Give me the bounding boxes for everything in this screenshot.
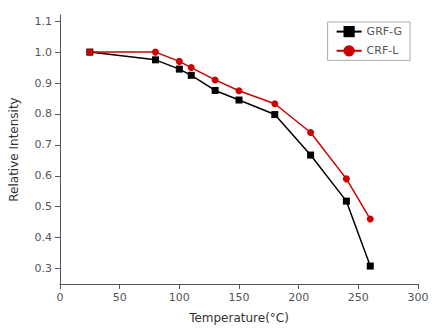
svg-text:1.1: 1.1 (35, 15, 53, 28)
svg-text:0.6: 0.6 (35, 169, 53, 182)
svg-text:0.5: 0.5 (35, 200, 53, 213)
svg-text:0.4: 0.4 (35, 231, 53, 244)
svg-text:0.7: 0.7 (35, 138, 53, 151)
svg-text:150: 150 (229, 291, 250, 304)
svg-text:GRF-G: GRF-G (367, 25, 402, 38)
svg-text:200: 200 (288, 291, 309, 304)
svg-text:50: 50 (113, 291, 127, 304)
svg-text:0.8: 0.8 (35, 107, 53, 120)
svg-text:Relative Intensity: Relative Intensity (7, 97, 21, 201)
svg-text:0.9: 0.9 (35, 77, 53, 90)
svg-text:CRF-L: CRF-L (367, 44, 400, 57)
svg-text:0.3: 0.3 (35, 262, 53, 275)
svg-text:100: 100 (169, 291, 190, 304)
svg-text:1.0: 1.0 (35, 46, 53, 59)
svg-text:300: 300 (408, 291, 429, 304)
svg-text:Temperature(°C): Temperature(°C) (188, 311, 289, 325)
svg-text:250: 250 (348, 291, 369, 304)
svg-text:0: 0 (57, 291, 64, 304)
